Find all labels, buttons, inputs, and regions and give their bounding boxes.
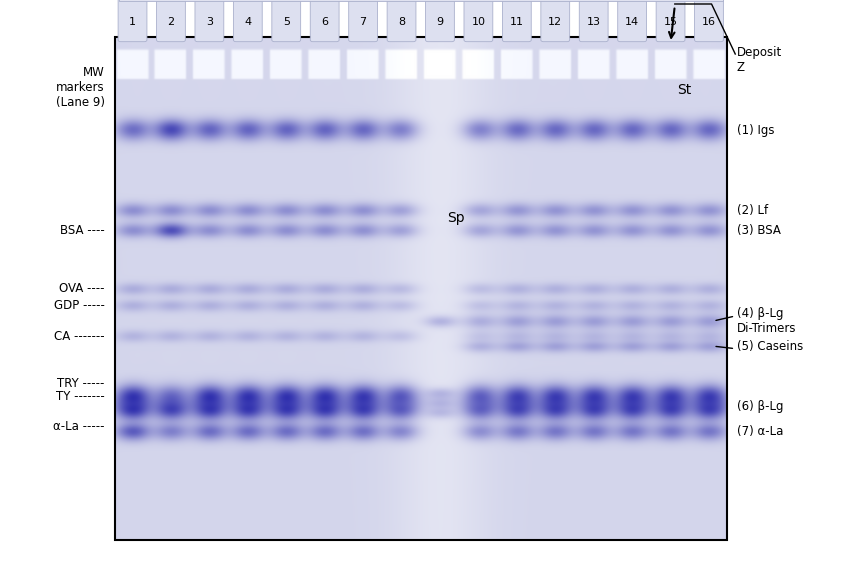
- Text: (3) BSA: (3) BSA: [737, 224, 781, 237]
- Text: 3: 3: [206, 17, 212, 27]
- Text: 4: 4: [244, 17, 252, 27]
- Text: TRY -----: TRY -----: [57, 377, 105, 391]
- Text: 2: 2: [167, 17, 174, 27]
- Text: 14: 14: [625, 17, 639, 27]
- Text: 10: 10: [472, 17, 485, 27]
- Bar: [115, 37, 727, 540]
- Text: 13: 13: [586, 17, 601, 27]
- Text: (1) Igs: (1) Igs: [737, 123, 774, 136]
- FancyBboxPatch shape: [348, 0, 377, 42]
- Text: 12: 12: [548, 17, 563, 27]
- Text: CA -------: CA -------: [54, 329, 105, 343]
- Text: 7: 7: [360, 17, 366, 27]
- FancyBboxPatch shape: [656, 0, 685, 42]
- Text: 6: 6: [321, 17, 328, 27]
- FancyBboxPatch shape: [156, 0, 185, 42]
- Text: (2) Lf: (2) Lf: [737, 204, 768, 217]
- Text: (7) α-La: (7) α-La: [737, 425, 784, 438]
- FancyBboxPatch shape: [541, 0, 570, 42]
- Text: 9: 9: [436, 17, 444, 27]
- FancyBboxPatch shape: [272, 0, 301, 42]
- Text: Sp: Sp: [447, 211, 464, 225]
- Text: 16: 16: [702, 17, 716, 27]
- FancyBboxPatch shape: [195, 0, 224, 42]
- Text: TY -------: TY -------: [56, 390, 105, 403]
- Text: GDP -----: GDP -----: [54, 299, 105, 312]
- Text: MW
markers
(Lane 9): MW markers (Lane 9): [55, 66, 105, 109]
- Text: 8: 8: [398, 17, 405, 27]
- Text: 15: 15: [664, 17, 677, 27]
- FancyBboxPatch shape: [426, 0, 455, 42]
- Text: (4) β-Lg
Di-Trimers: (4) β-Lg Di-Trimers: [737, 307, 796, 335]
- FancyBboxPatch shape: [234, 0, 262, 42]
- FancyBboxPatch shape: [694, 0, 723, 42]
- Text: OVA ----: OVA ----: [59, 282, 105, 295]
- FancyBboxPatch shape: [387, 0, 416, 42]
- FancyBboxPatch shape: [580, 0, 608, 42]
- Text: 1: 1: [129, 17, 136, 27]
- Text: BSA ----: BSA ----: [60, 224, 105, 237]
- Text: St: St: [677, 83, 692, 97]
- FancyBboxPatch shape: [118, 0, 147, 42]
- Text: α-La -----: α-La -----: [53, 420, 105, 433]
- Text: 11: 11: [510, 17, 524, 27]
- Text: Deposit
Z: Deposit Z: [737, 46, 782, 74]
- Text: 5: 5: [283, 17, 290, 27]
- FancyBboxPatch shape: [618, 0, 647, 42]
- FancyBboxPatch shape: [310, 0, 339, 42]
- Text: (5) Caseins: (5) Caseins: [737, 340, 803, 353]
- FancyBboxPatch shape: [502, 0, 531, 42]
- Text: (6) β-Lg: (6) β-Lg: [737, 400, 784, 413]
- FancyBboxPatch shape: [464, 0, 493, 42]
